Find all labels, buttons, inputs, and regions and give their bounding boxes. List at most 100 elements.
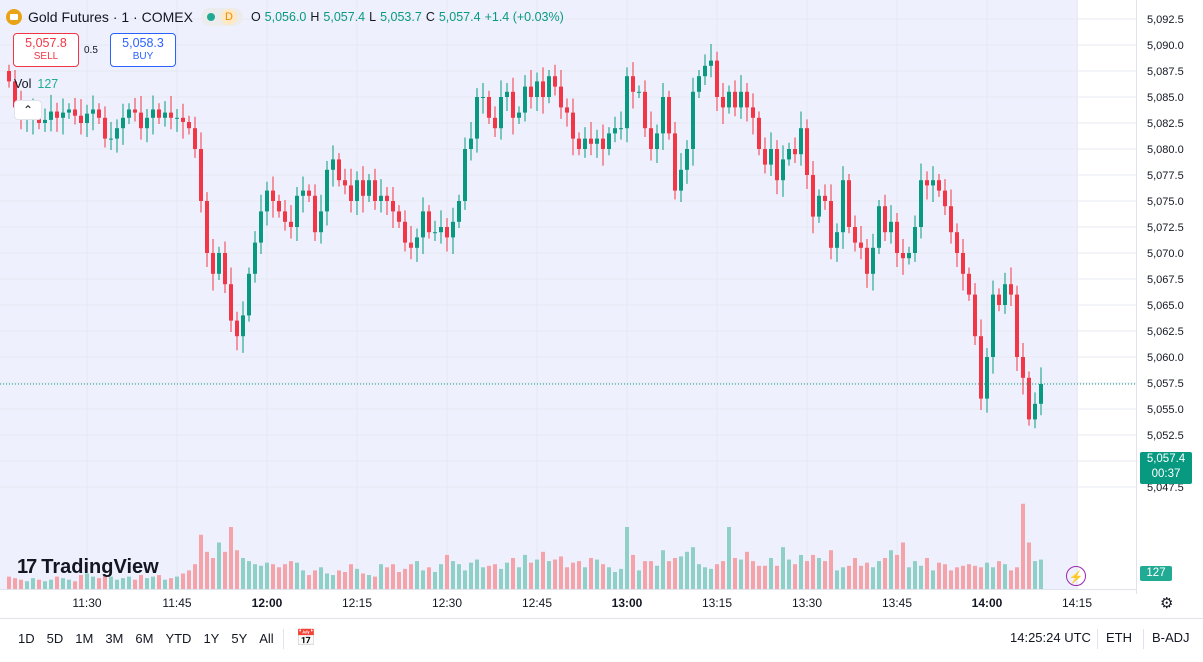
volume-legend[interactable]: Vol 127 — [14, 77, 58, 91]
volume-bar — [475, 559, 479, 589]
range-1y-button[interactable]: 1Y — [203, 631, 220, 646]
price-tick-label: 5,085.0 — [1147, 92, 1184, 104]
volume-bar — [1009, 570, 1013, 589]
lightning-icon[interactable]: ⚡ — [1066, 566, 1086, 586]
range-1d-button[interactable]: 1D — [18, 631, 35, 646]
volume-bar — [649, 561, 653, 589]
volume-bar — [547, 561, 551, 589]
tradingview-logo[interactable]: 17 TradingView — [17, 556, 159, 579]
price-tick-label: 5,077.5 — [1147, 170, 1184, 182]
candle-body — [835, 232, 839, 248]
candle-body — [1021, 357, 1025, 378]
volume-bar — [121, 578, 125, 589]
volume-bar — [439, 564, 443, 589]
symbol-title[interactable]: Gold Futures · 1 · COMEX — [28, 9, 193, 25]
volume-bar — [1039, 559, 1043, 589]
price-chart[interactable]: 5,092.5 5,090.0 5,087.5 5,085.0 5,082.5 5,080… — [0, 0, 1203, 618]
utc-clock[interactable]: 14:25:24 UTC — [1010, 630, 1091, 645]
candle-body — [655, 133, 659, 149]
session-toggle[interactable]: ETH — [1106, 630, 1132, 645]
candle-body — [667, 97, 671, 134]
go-to-date-calendar-icon[interactable]: 📅 — [296, 630, 316, 647]
range-all-button[interactable]: All — [259, 631, 274, 646]
candle-body — [295, 195, 299, 227]
volume-bar — [25, 581, 29, 589]
candle-body — [511, 91, 515, 118]
volume-bar — [655, 565, 659, 589]
price-axis[interactable]: 5,092.5 5,090.0 5,087.5 5,085.0 5,082.5 5,080… — [1147, 14, 1184, 494]
volume-bar — [421, 570, 425, 589]
candle-body — [673, 133, 677, 191]
candle-body — [283, 211, 287, 222]
volume-bar — [109, 576, 113, 589]
volume-bar — [301, 570, 305, 589]
volume-bar — [733, 558, 737, 589]
market-status-pill[interactable]: D — [200, 8, 243, 26]
volume-bar — [715, 564, 719, 589]
volume-bar — [97, 578, 101, 589]
range-ytd-button[interactable]: YTD — [165, 631, 192, 646]
candle-body — [217, 253, 221, 274]
settings-gear-icon[interactable]: ⚙ — [1160, 595, 1174, 612]
candle-body — [499, 97, 503, 129]
price-tick-label: 5,075.0 — [1147, 196, 1184, 208]
candle-body — [865, 247, 869, 274]
range-1m-button[interactable]: 1M — [75, 631, 94, 646]
close-value: 5,057.4 — [438, 10, 481, 24]
volume-bar — [565, 567, 569, 589]
range-3m-button[interactable]: 3M — [105, 631, 124, 646]
chevron-up-icon: ⌃ — [22, 103, 34, 117]
candle-body — [241, 315, 245, 337]
buy-button[interactable]: 5,058.3 BUY — [110, 33, 176, 67]
candle-body — [691, 91, 695, 149]
volume-bar — [661, 550, 665, 589]
volume-bar — [427, 567, 431, 589]
volume-bar — [415, 561, 419, 589]
volume-bar — [883, 558, 887, 589]
volume-bar — [451, 561, 455, 589]
candle-body — [13, 81, 17, 108]
candle-body — [271, 190, 275, 201]
volume-bar — [967, 564, 971, 589]
time-tick-label: 13:45 — [882, 596, 912, 610]
price-tick-label: 5,062.5 — [1147, 326, 1184, 338]
range-6m-button[interactable]: 6M — [135, 631, 154, 646]
volume-bar — [541, 551, 545, 589]
time-tick-label: 12:45 — [522, 596, 552, 610]
volume-legend-label: Vol — [14, 77, 32, 91]
volume-bar — [7, 576, 11, 589]
candle-body — [313, 195, 317, 233]
range-5d-button[interactable]: 5D — [46, 631, 64, 646]
time-tick-label: 12:30 — [432, 596, 462, 610]
range-5y-button[interactable]: 5Y — [231, 631, 248, 646]
gold-logo-icon — [6, 9, 22, 25]
volume-bar — [139, 575, 143, 589]
candle-body — [487, 97, 491, 118]
candle-body — [1003, 284, 1007, 305]
candle-body — [739, 91, 743, 108]
candle-body — [589, 138, 593, 144]
candle-body — [139, 112, 143, 129]
volume-bar — [169, 578, 173, 589]
candle-body — [427, 211, 431, 233]
sell-button[interactable]: 5,057.8 SELL — [13, 33, 79, 67]
candle-body — [187, 121, 191, 129]
volume-bar — [853, 558, 857, 589]
volume-bar — [847, 565, 851, 589]
bar-countdown: 00:37 — [1151, 468, 1181, 480]
volume-bar — [367, 575, 371, 589]
volume-bar — [805, 561, 809, 589]
adjustment-toggle[interactable]: B-ADJ — [1152, 630, 1190, 645]
candle-body — [85, 113, 89, 123]
volume-bar — [871, 567, 875, 589]
price-tick-label: 5,090.0 — [1147, 40, 1184, 52]
volume-bar — [823, 561, 827, 589]
volume-bar — [793, 564, 797, 589]
toolbar-divider — [1097, 629, 1098, 649]
volume-bar — [343, 571, 347, 589]
interval-badge: D — [220, 9, 237, 25]
volume-bar — [1027, 542, 1031, 589]
collapse-legend-button[interactable]: ⌃ — [14, 100, 42, 120]
time-axis[interactable]: 11:30 11:45 12:00 12:15 12:30 12:45 13:00 13:15… — [72, 596, 1092, 610]
candle-body — [577, 138, 581, 149]
